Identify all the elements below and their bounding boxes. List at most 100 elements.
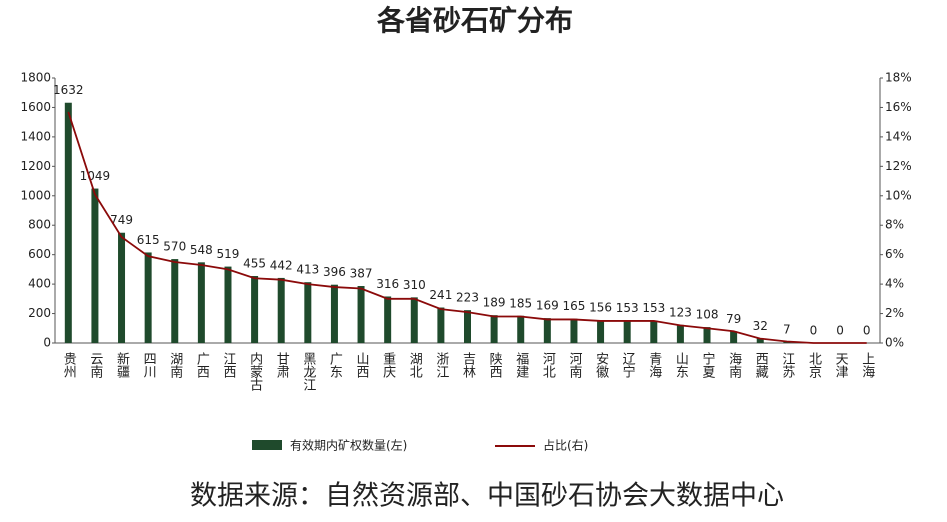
data-label: 615 [137, 233, 160, 247]
y2-tick-label: 14% [885, 129, 912, 143]
x-tick-label: 江苏 [779, 352, 795, 378]
y-tick-label: 600 [28, 247, 51, 261]
x-tick-label: 海南 [726, 352, 742, 378]
data-label: 169 [536, 299, 559, 313]
x-tick-label: 新疆 [114, 351, 130, 378]
data-label: 156 [589, 301, 612, 315]
y2-tick-label: 2% [885, 306, 904, 320]
y-tick-label: 1200 [20, 159, 51, 173]
data-label: 316 [376, 277, 399, 291]
bar [224, 266, 232, 343]
bar [703, 327, 711, 343]
data-label: 185 [509, 296, 532, 310]
y-tick-label: 1400 [20, 129, 51, 143]
y2-tick-label: 6% [885, 247, 904, 261]
x-tick-label: 福建 [513, 352, 529, 379]
data-label: 0 [810, 324, 818, 338]
x-tick-label: 贵州 [61, 352, 77, 378]
x-tick-label: 北京 [806, 352, 822, 378]
x-tick-label: 吉林 [460, 352, 476, 378]
source-note: 数据来源：自然资源部、中国砂石协会大数据中心 [190, 481, 784, 512]
data-label: 396 [323, 265, 346, 279]
data-label: 442 [270, 258, 293, 272]
x-tick-label: 安徽 [593, 352, 609, 378]
legend-label: 有效期内矿权数量(左) [290, 438, 407, 453]
data-label: 79 [726, 312, 741, 326]
bar [304, 282, 312, 343]
y2-tick-label: 4% [885, 277, 904, 291]
y-tick-label: 1800 [20, 71, 51, 85]
data-label: 570 [163, 240, 186, 254]
bar [464, 310, 471, 343]
data-label: 749 [110, 213, 133, 227]
bar [251, 276, 259, 343]
bar [171, 259, 179, 343]
x-tick-label: 西藏 [753, 352, 769, 378]
data-label: 165 [562, 299, 585, 313]
data-label: 223 [456, 291, 479, 305]
x-tick-label: 河北 [540, 352, 556, 379]
data-label: 310 [403, 278, 426, 292]
data-label: 548 [190, 243, 213, 257]
data-label: 189 [483, 296, 506, 310]
x-tick-label: 宁夏 [700, 351, 716, 378]
x-tick-label: 河南 [566, 352, 582, 378]
data-label: 455 [243, 257, 266, 271]
y2-tick-label: 10% [885, 188, 912, 202]
bar [570, 318, 578, 343]
x-tick-label: 甘肃 [274, 352, 290, 378]
y2-tick-label: 8% [885, 218, 904, 232]
data-label: 413 [296, 263, 319, 277]
y2-tick-label: 12% [885, 159, 912, 173]
data-label: 1632 [53, 83, 84, 97]
x-tick-label: 重庆 [380, 351, 396, 378]
data-label: 0 [863, 324, 871, 338]
y-tick-label: 0 [43, 336, 51, 350]
data-label: 153 [616, 301, 639, 315]
bar [197, 262, 205, 343]
bar [623, 320, 631, 343]
y2-tick-label: 0% [885, 336, 904, 350]
bar [64, 102, 72, 343]
bar [118, 232, 126, 343]
x-tick-label: 山西 [354, 352, 370, 378]
data-label: 0 [836, 324, 844, 338]
x-tick-label: 湖北 [407, 352, 423, 379]
data-label: 1049 [80, 169, 111, 183]
bar [597, 320, 605, 343]
data-label: 241 [429, 288, 452, 302]
bar [783, 341, 791, 343]
legend-label: 占比(右) [543, 438, 588, 453]
data-label: 7 [783, 322, 791, 336]
x-tick-label: 辽宁 [620, 352, 636, 378]
bar [357, 286, 365, 343]
data-label: 123 [669, 305, 692, 319]
x-tick-label: 浙江 [433, 352, 449, 378]
x-tick-label: 内蒙古 [247, 351, 263, 391]
x-tick-label: 云南 [87, 352, 103, 378]
y-tick-label: 200 [28, 306, 51, 320]
y-tick-label: 400 [28, 277, 51, 291]
bar [756, 338, 764, 343]
x-tick-label: 陕西 [487, 352, 503, 378]
x-tick-label: 广西 [194, 352, 210, 378]
y2-tick-label: 16% [885, 100, 912, 114]
line [67, 111, 867, 344]
data-label: 519 [217, 247, 240, 261]
bar [384, 296, 392, 343]
x-tick-label: 湖南 [167, 352, 183, 378]
x-tick-label: 黑龙江 [300, 352, 316, 391]
x-tick-label: 广东 [327, 352, 343, 378]
bar [676, 324, 684, 343]
bar [91, 188, 99, 343]
x-tick-label: 四川 [141, 352, 157, 378]
bar [410, 297, 418, 343]
x-tick-label: 山东 [673, 352, 689, 378]
y-tick-label: 1000 [20, 188, 51, 202]
y-tick-label: 1600 [20, 100, 51, 114]
x-tick-label: 江西 [220, 352, 236, 378]
y2-tick-label: 18% [885, 71, 912, 85]
data-label: 153 [642, 301, 665, 315]
x-tick-label: 上海 [859, 352, 875, 378]
x-tick-label: 青海 [646, 352, 662, 378]
